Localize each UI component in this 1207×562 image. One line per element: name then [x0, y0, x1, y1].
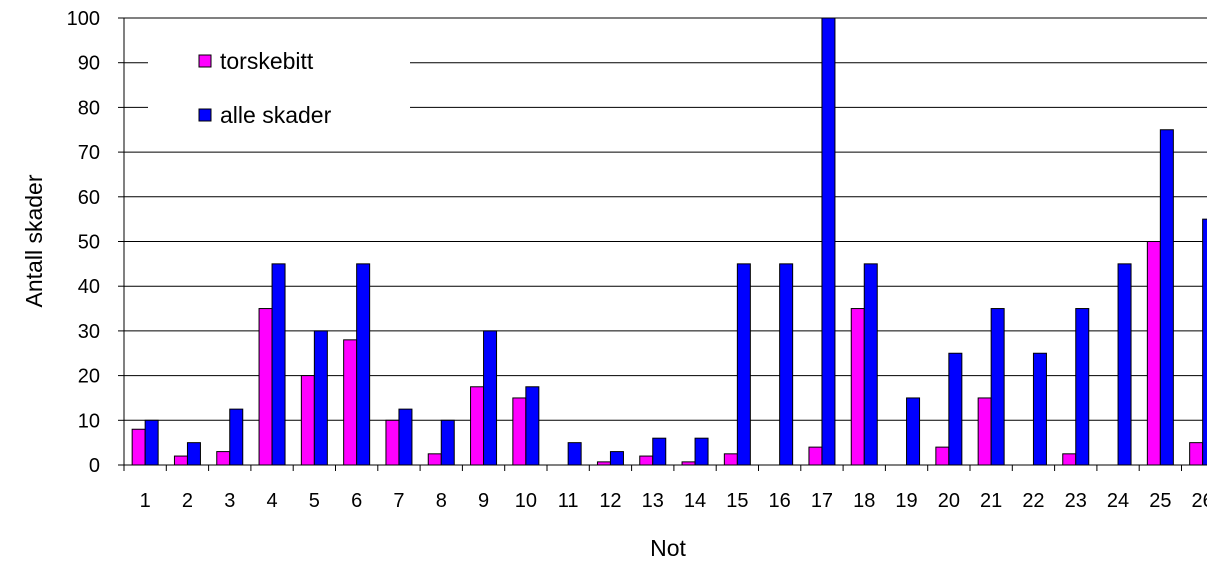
x-tick-label: 17: [811, 490, 833, 512]
y-tick-label: 40: [78, 276, 100, 298]
x-tick-label: 4: [266, 490, 277, 512]
x-tick-label: 3: [224, 490, 235, 512]
x-tick-label: 18: [853, 490, 875, 512]
y-axis-title: Antall skader: [21, 174, 47, 307]
bar-alle-skader-24: [1117, 263, 1132, 466]
legend-label-alle-skader: alle skader: [220, 102, 332, 128]
x-tick-label: 9: [478, 490, 489, 512]
bar-torskebitt-8: [427, 453, 442, 466]
bar-torskebitt-25: [1146, 241, 1161, 466]
bar-alle-skader-9: [483, 330, 498, 466]
x-tick-label: 20: [938, 490, 960, 512]
x-tick-labels: 1 2 3 4 5 6 7 8 9 10 11 12 13 14 15 16 17 18 19 20 21 22 23 24 2…: [140, 490, 1207, 512]
x-tick-label: 22: [1022, 490, 1044, 512]
y-tick-labels: 0 10 20 30 40 50 60 70 80 90 100: [67, 8, 100, 477]
x-tick-label: 16: [769, 490, 791, 512]
y-tick-label: 20: [78, 366, 100, 388]
y-tick-label: 80: [78, 97, 100, 119]
y-tick-label: 10: [78, 410, 100, 432]
x-tick-label: 21: [980, 490, 1002, 512]
bar-alle-skader-17: [821, 17, 836, 466]
y-tick-label: 60: [78, 187, 100, 209]
bar-alle-skader-6: [356, 263, 371, 466]
y-tick-label: 30: [78, 321, 100, 343]
x-tick-label: 24: [1107, 490, 1129, 512]
bar-torskebitt-17: [808, 446, 823, 466]
x-tick-label: 23: [1065, 490, 1087, 512]
bar-alle-skader-15: [736, 263, 751, 466]
bar-alle-skader-10: [525, 386, 540, 466]
x-tick-label: 10: [515, 490, 537, 512]
y-tick-label: 70: [78, 142, 100, 164]
bar-alle-skader-19: [906, 397, 921, 466]
axes: [118, 17, 1207, 471]
bar-alle-skader-21: [990, 308, 1005, 466]
y-tick-label: 100: [67, 8, 100, 30]
x-tick-label: 5: [309, 490, 320, 512]
legend-background: [148, 36, 410, 136]
bars: [131, 17, 1207, 466]
x-axis-title: Not: [650, 535, 686, 561]
bar-alle-skader-8: [440, 419, 455, 466]
x-tick-label: 12: [599, 490, 621, 512]
bar-alle-skader-3: [229, 408, 244, 466]
x-tick-label: 6: [351, 490, 362, 512]
bar-alle-skader-14: [694, 437, 709, 466]
legend-label-torskebitt: torskebitt: [220, 48, 314, 74]
x-tick-label: 7: [393, 490, 404, 512]
y-tick-label: 0: [89, 455, 100, 477]
bar-alle-skader-26: [1202, 218, 1207, 466]
x-tick-label: 11: [558, 490, 579, 512]
bar-torskebitt-4: [258, 308, 273, 466]
bar-alle-skader-1: [144, 419, 159, 466]
bar-alle-skader-7: [398, 408, 413, 466]
x-tick-label: 1: [140, 490, 151, 512]
bar-alle-skader-23: [1075, 308, 1090, 466]
legend: torskebitt alle skader: [148, 36, 410, 136]
bar-torskebitt-7: [385, 419, 400, 466]
bar-torskebitt-21: [977, 397, 992, 466]
bar-torskebitt-20: [935, 446, 950, 466]
bar-alle-skader-11: [567, 442, 582, 466]
y-tick-label: 90: [78, 53, 100, 75]
x-tick-label: 25: [1149, 490, 1171, 512]
bar-torskebitt-3: [216, 451, 231, 466]
bar-alle-skader-4: [271, 263, 286, 466]
bar-alle-skader-25: [1159, 129, 1174, 466]
bar-torskebitt-15: [723, 453, 738, 466]
x-tick-label: 26: [1192, 490, 1207, 512]
bar-alle-skader-13: [652, 437, 667, 466]
bar-torskebitt-5: [300, 375, 315, 466]
bar-torskebitt-26: [1189, 442, 1204, 466]
bar-torskebitt-1: [131, 428, 146, 466]
x-tick-label: 14: [684, 490, 706, 512]
x-tick-label: 2: [182, 490, 193, 512]
bar-alle-skader-12: [609, 451, 624, 466]
bar-torskebitt-13: [639, 455, 654, 466]
bar-alle-skader-18: [863, 263, 878, 466]
legend-swatch-alle-skader: [198, 108, 212, 122]
bar-alle-skader-20: [948, 352, 963, 466]
legend-swatch-torskebitt: [198, 54, 212, 68]
bar-torskebitt-9: [470, 386, 485, 466]
bar-alle-skader-5: [313, 330, 328, 466]
x-tick-label: 8: [436, 490, 447, 512]
x-tick-label: 15: [726, 490, 748, 512]
bar-torskebitt-6: [343, 339, 358, 466]
bar-torskebitt-23: [1062, 453, 1077, 466]
y-tick-label: 50: [78, 232, 100, 254]
x-tick-label: 19: [895, 490, 917, 512]
bar-alle-skader-2: [186, 442, 201, 466]
bar-torskebitt-10: [512, 397, 527, 466]
bar-alle-skader-16: [779, 263, 794, 466]
bar-torskebitt-18: [850, 308, 865, 466]
x-tick-label: 13: [642, 490, 664, 512]
bar-alle-skader-22: [1032, 352, 1047, 466]
bar-torskebitt-2: [173, 455, 188, 466]
